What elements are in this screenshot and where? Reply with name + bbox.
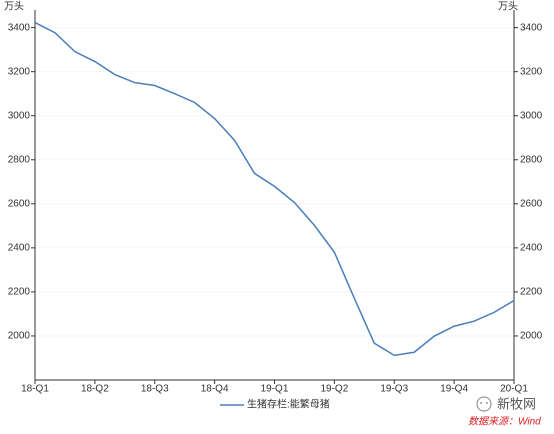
y2-tick-label: 2800 <box>520 154 543 165</box>
legend-label: 生猪存栏:能繁母猪 <box>247 398 330 411</box>
watermark: 新牧网 <box>497 396 536 411</box>
line <box>34 21 515 357</box>
source: 数据来源：Wind <box>468 416 541 428</box>
x-tick-label: 18-Q1 <box>21 384 49 395</box>
watermark-icon <box>476 396 492 412</box>
y2-tick-label: 3000 <box>520 110 543 121</box>
x-tick-label: 19-Q4 <box>440 384 468 395</box>
x-tick-label: 20-Q1 <box>500 384 528 395</box>
y-tick-label: 3200 <box>8 66 31 77</box>
y-tick-label: 3000 <box>8 110 31 121</box>
y-axis-unit: 万头 <box>4 1 24 13</box>
y-tick-label: 2200 <box>8 287 31 298</box>
y2-tick-label: 2600 <box>520 198 543 209</box>
x-tick-label: 18-Q4 <box>201 384 229 395</box>
y-tick-label: 3400 <box>8 22 31 33</box>
y2-tick-label: 3400 <box>520 22 543 33</box>
y2-axis-unit: 万头 <box>498 1 518 13</box>
x-tick-label: 19-Q1 <box>261 384 289 395</box>
x-tick-label: 19-Q2 <box>320 384 348 395</box>
y-tick-label: 2000 <box>8 331 31 342</box>
y2-tick-label: 2200 <box>520 287 543 298</box>
y-tick-label: 2400 <box>8 242 31 253</box>
y-tick-label: 2600 <box>8 198 31 209</box>
y2-tick-label: 3200 <box>520 66 543 77</box>
y2-tick-label: 2400 <box>520 242 543 253</box>
y2-tick-label: 2000 <box>520 331 543 342</box>
x-tick-label: 18-Q2 <box>81 384 109 395</box>
x-tick-label: 18-Q3 <box>141 384 169 395</box>
x-tick-label: 19-Q3 <box>380 384 408 395</box>
y-tick-label: 2800 <box>8 154 31 165</box>
